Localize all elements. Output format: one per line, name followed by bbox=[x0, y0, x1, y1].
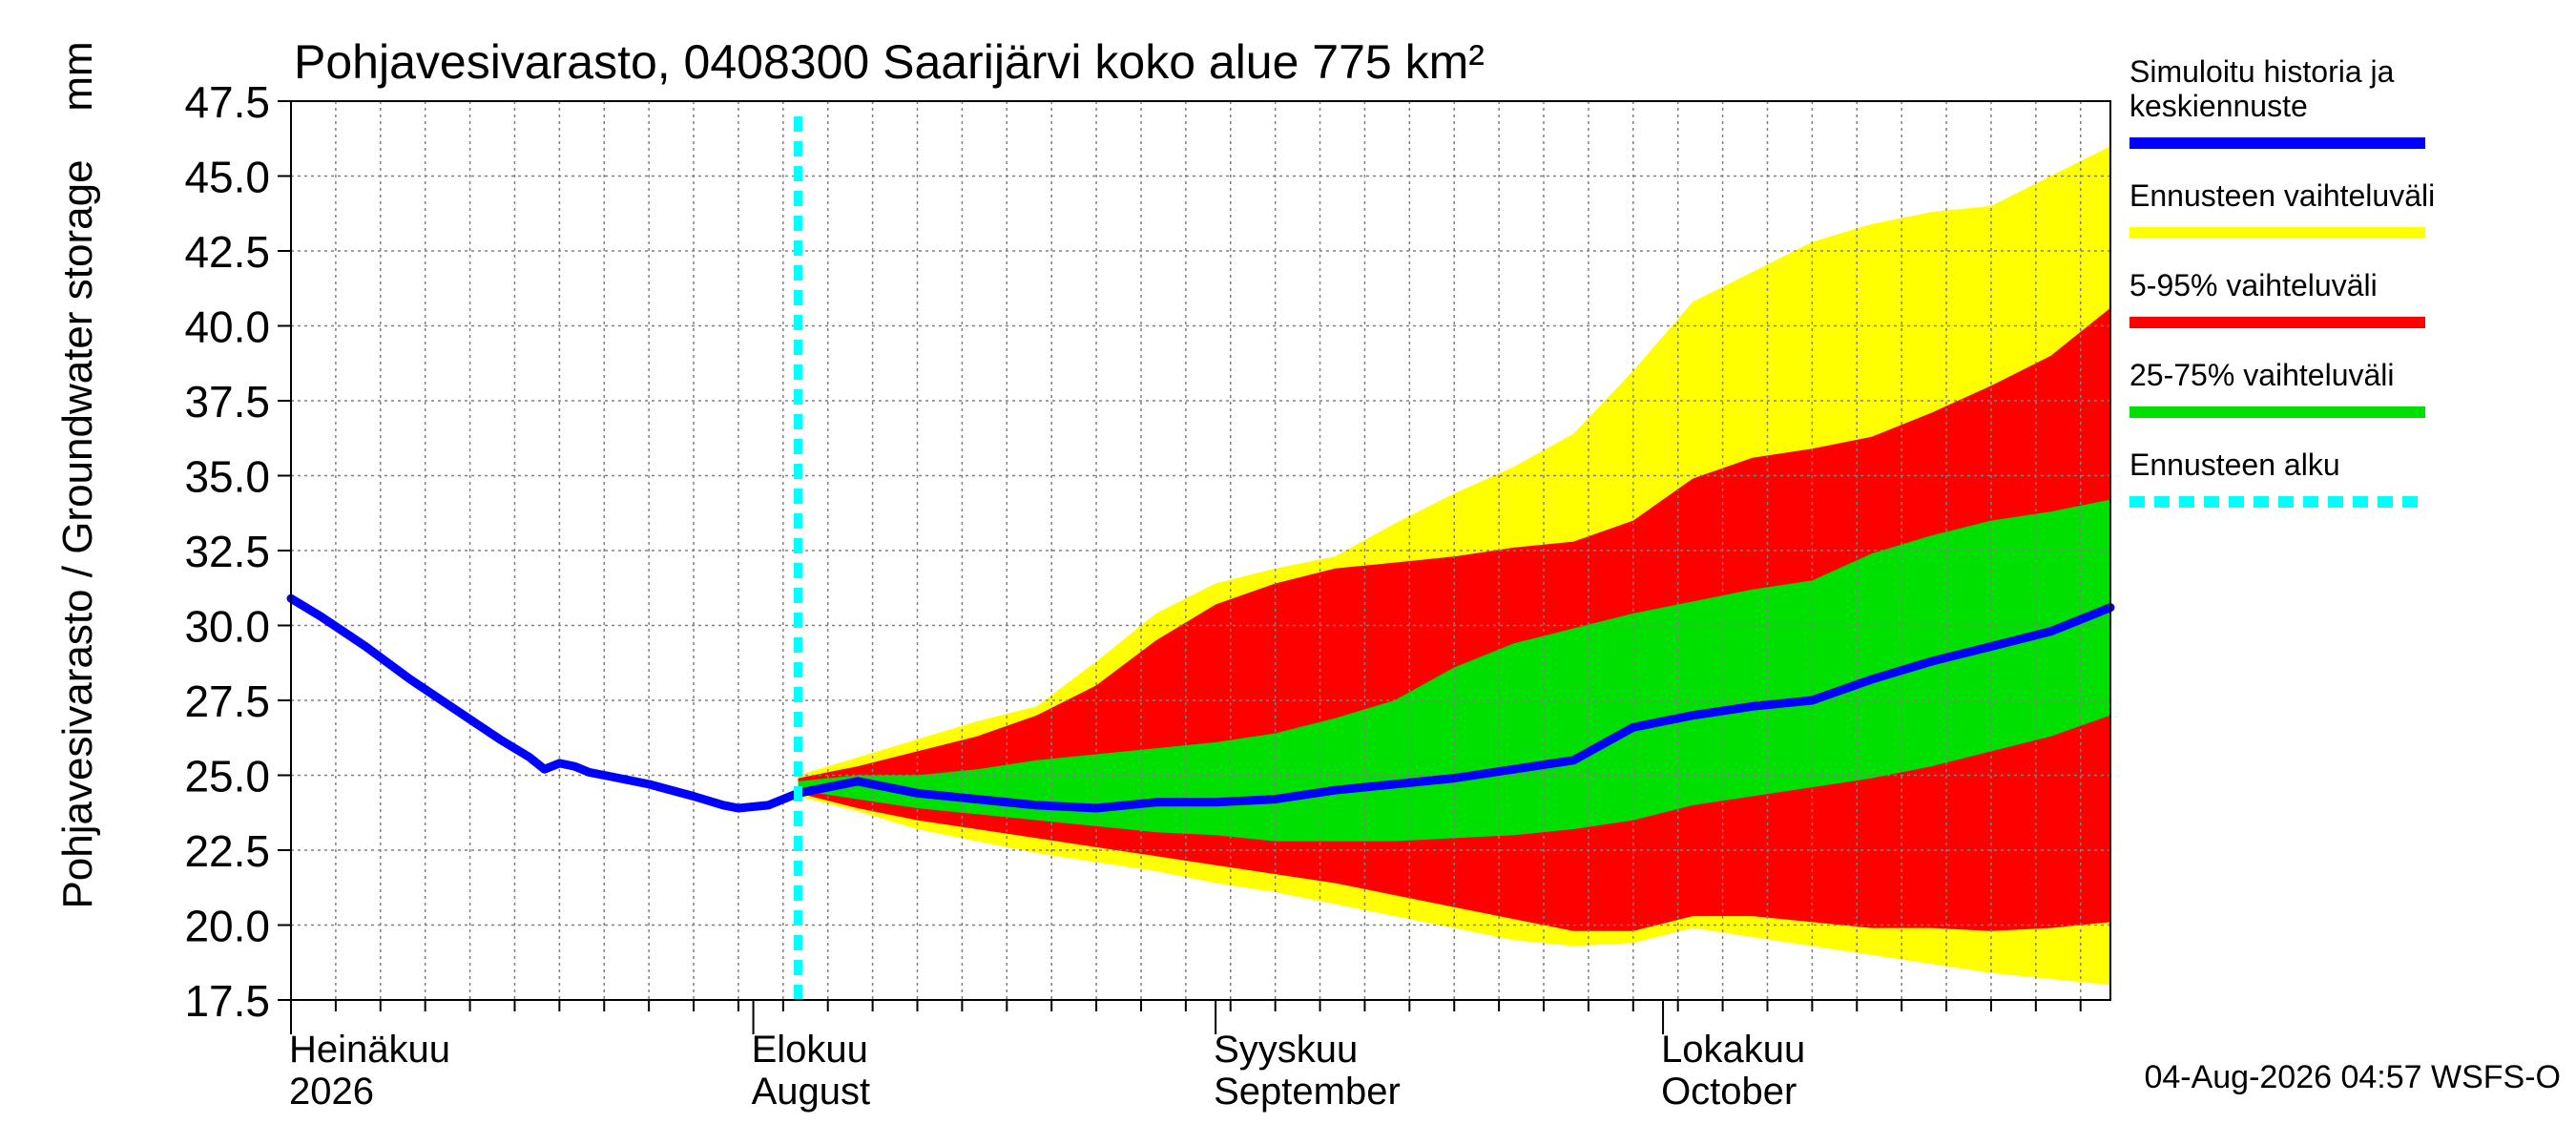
y-tick-label: 20.0 bbox=[184, 902, 270, 951]
x-month-label-fi: Elokuu bbox=[752, 1029, 868, 1071]
y-axis-unit: mm bbox=[54, 41, 101, 111]
x-month-label-en: October bbox=[1661, 1071, 1797, 1113]
y-tick-label: 30.0 bbox=[184, 602, 270, 652]
axes: 17.5 20.0 22.5 25.0 27.5 30.0 32.5 35.0 37.5 40.0… bbox=[184, 77, 2111, 1113]
y-tick-label: 40.0 bbox=[184, 302, 270, 352]
legend-label-start: Ennusteen alku bbox=[2129, 448, 2340, 482]
series-lines bbox=[286, 116, 2115, 1000]
y-tick-label: 37.5 bbox=[184, 377, 270, 427]
x-month-label-en: September bbox=[1214, 1071, 1401, 1113]
x-month-label-fi: Lokakuu bbox=[1661, 1029, 1805, 1071]
range-bands bbox=[798, 146, 2110, 986]
x-month-label-fi: Syyskuu bbox=[1214, 1029, 1358, 1071]
y-tick-label: 27.5 bbox=[184, 677, 270, 726]
legend-label-history: keskiennuste bbox=[2129, 89, 2308, 123]
y-tick-label: 32.5 bbox=[184, 527, 270, 576]
y-axis-label: Pohjavesivarasto / Groundwater storage bbox=[54, 159, 101, 908]
y-tick-label: 47.5 bbox=[184, 77, 270, 127]
y-tick-label: 25.0 bbox=[184, 752, 270, 802]
timestamp: 04-Aug-2026 04:57 WSFS-O bbox=[2144, 1059, 2561, 1095]
x-month-label-en: August bbox=[752, 1071, 871, 1113]
x-month-label-fi: Heinäkuu bbox=[289, 1029, 450, 1071]
series-history bbox=[286, 593, 802, 813]
legend-label-p5_95: 5-95% vaihteluväli bbox=[2129, 268, 2378, 302]
chart-title: Pohjavesivarasto, 0408300 Saarijärvi kok… bbox=[294, 35, 1485, 89]
grid bbox=[290, 100, 2110, 1001]
legend-label-history: Simuloitu historia ja bbox=[2129, 54, 2395, 89]
y-tick-label: 17.5 bbox=[184, 976, 270, 1026]
x-month-label-en: 2026 bbox=[289, 1071, 374, 1113]
legend-label-p25_75: 25-75% vaihteluväli bbox=[2129, 358, 2395, 392]
legend-label-total: Ennusteen vaihteluväli bbox=[2129, 178, 2435, 213]
y-tick-label: 42.5 bbox=[184, 227, 270, 277]
y-tick-label: 22.5 bbox=[184, 826, 270, 876]
y-tick-label: 35.0 bbox=[184, 452, 270, 502]
y-tick-label: 45.0 bbox=[184, 153, 270, 202]
series-median bbox=[794, 603, 2115, 813]
